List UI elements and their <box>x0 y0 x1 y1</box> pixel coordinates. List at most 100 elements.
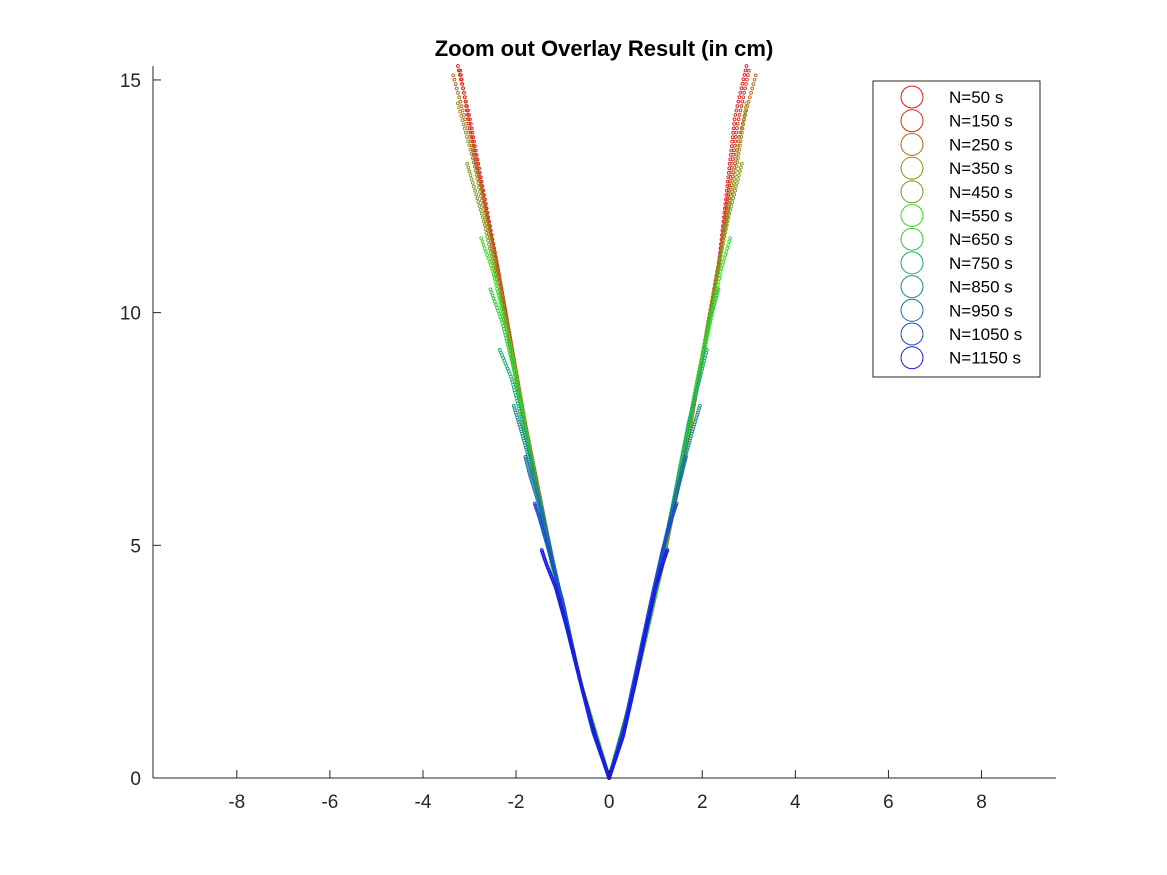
data-point <box>492 249 497 253</box>
data-point <box>459 73 463 77</box>
data-point <box>485 253 490 257</box>
data-point <box>474 157 478 161</box>
legend-label: N=850 s <box>949 278 1013 297</box>
data-point <box>541 517 545 521</box>
data-point <box>734 108 739 113</box>
x-tick-label: 4 <box>790 792 801 813</box>
legend-marker <box>900 251 924 275</box>
data-point <box>740 99 745 104</box>
data-point <box>486 256 491 261</box>
data-point <box>658 556 663 561</box>
data-point <box>736 143 740 148</box>
data-point <box>492 276 497 281</box>
data-point <box>452 77 457 82</box>
y-tick-label: 10 <box>120 304 141 325</box>
data-point <box>467 143 472 148</box>
data-point <box>668 520 673 525</box>
data-point <box>727 211 732 216</box>
data-point <box>733 188 737 193</box>
data-point <box>680 469 685 473</box>
data-point <box>662 542 667 547</box>
data-point <box>734 184 738 189</box>
data-point <box>678 477 683 481</box>
data-point <box>743 109 748 114</box>
data-point <box>470 181 475 185</box>
legend-box <box>872 80 1041 378</box>
data-point <box>496 308 500 313</box>
data-point <box>533 489 537 493</box>
data-point <box>739 165 743 170</box>
legend-marker <box>900 109 924 133</box>
data-point <box>711 305 716 310</box>
data-point <box>475 177 480 181</box>
data-point <box>731 126 736 131</box>
data-point <box>493 261 497 266</box>
data-point <box>526 465 530 469</box>
legend-label: N=1050 s <box>949 325 1022 344</box>
data-point <box>718 273 722 278</box>
data-point <box>469 135 474 139</box>
data-point <box>716 287 721 292</box>
data-point <box>682 463 686 467</box>
data-point <box>730 200 735 204</box>
data-point <box>493 273 498 277</box>
data-point <box>734 164 739 169</box>
data-point <box>540 525 545 530</box>
data-point <box>543 535 548 540</box>
data-point <box>535 508 539 513</box>
data-point <box>525 463 530 467</box>
data-point <box>468 130 473 135</box>
data-point <box>718 257 722 262</box>
data-point <box>493 253 497 258</box>
data-point <box>735 181 739 185</box>
data-point <box>752 77 757 82</box>
data-point <box>661 544 666 549</box>
data-point <box>462 90 466 95</box>
data-point <box>729 204 734 208</box>
data-point <box>456 64 460 68</box>
data-point <box>725 197 730 201</box>
data-point <box>681 467 685 471</box>
data-point <box>487 246 492 251</box>
data-point <box>674 503 678 508</box>
data-point <box>459 114 464 118</box>
data-point <box>725 184 730 188</box>
data-point <box>552 568 557 573</box>
data-point <box>720 246 725 251</box>
data-point <box>745 77 749 82</box>
data-point <box>739 135 744 139</box>
data-point <box>494 270 499 274</box>
data-point <box>460 118 465 122</box>
data-point <box>742 90 747 95</box>
data-point <box>478 207 483 212</box>
data-point <box>534 506 539 511</box>
data-point <box>525 461 529 465</box>
data-point <box>536 501 541 505</box>
data-point <box>453 82 458 86</box>
y-tick-label: 0 <box>130 769 141 790</box>
data-point <box>742 118 746 122</box>
x-tick-label: 6 <box>883 792 894 813</box>
data-point <box>675 489 680 493</box>
legend-label: N=650 s <box>949 230 1013 249</box>
data-point <box>487 223 492 228</box>
data-point <box>664 534 669 538</box>
data-point <box>490 257 495 262</box>
data-point <box>678 479 682 483</box>
data-point <box>538 520 543 525</box>
data-point <box>722 234 727 239</box>
data-point <box>743 105 748 110</box>
data-point <box>677 481 682 485</box>
data-point <box>675 491 679 495</box>
data-point <box>715 290 720 295</box>
data-point <box>470 148 475 152</box>
data-point <box>511 357 516 362</box>
legend-label: N=750 s <box>949 254 1013 273</box>
data-point <box>723 230 728 235</box>
data-point <box>669 518 673 523</box>
data-point <box>479 194 483 198</box>
data-point <box>733 139 738 144</box>
data-point <box>457 105 461 110</box>
data-point <box>464 108 469 113</box>
data-point <box>465 161 470 166</box>
